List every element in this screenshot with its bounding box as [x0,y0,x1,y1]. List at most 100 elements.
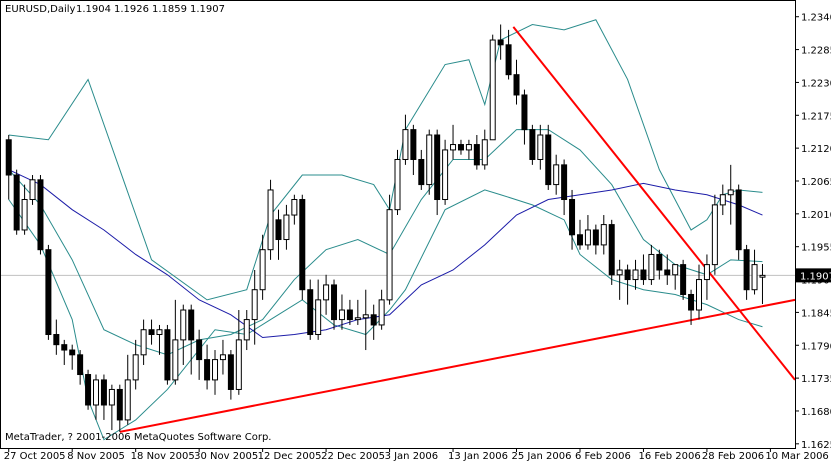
candle-body [513,74,520,96]
x-tick-label: 30 Nov 2005 [194,451,258,461]
candle-body [442,149,449,201]
candle-body [688,293,695,311]
candle-body [212,359,219,381]
header-close: 1.1907 [190,4,225,15]
candle-body [450,144,457,151]
candle-body [394,158,401,211]
candle-body [529,129,536,160]
candle-body [172,339,179,381]
candle-body [616,269,623,276]
candle-body [85,374,92,406]
overlay-line [8,19,763,301]
candle-body [759,274,766,278]
candle-body [592,229,599,246]
candle-body [751,264,758,291]
candle-body [664,269,671,276]
candle-body [410,129,417,160]
candle-body [219,354,226,361]
candle-body [259,249,266,291]
candle-body [370,314,377,326]
candle-body [680,264,687,295]
candle-body [93,379,100,406]
candle-body [283,214,290,241]
y-tick-label: 1.2285 [801,46,831,57]
candle-body [196,339,203,361]
candle-body [632,269,639,281]
candle-body [584,229,591,246]
candle-body [299,199,306,291]
header-low: 1.1859 [152,4,187,15]
candle-body [307,289,314,336]
candle-body [727,189,734,196]
x-tick-label: 12 Dec 2005 [258,451,322,461]
candle-body [457,144,464,151]
x-tick-label: 25 Jan 2006 [512,451,572,461]
candle-body [648,253,655,281]
x-tick-label: 27 Oct 2005 [4,451,66,461]
candle-body [711,204,718,266]
candle-body [537,134,544,160]
candle-body [69,349,76,356]
candle-body [640,269,647,281]
candle-body [434,134,441,201]
candle-body [521,94,528,131]
candle-body [735,189,742,251]
candle-body [45,249,52,336]
candle-body [243,319,250,341]
candle-body [600,224,607,246]
price-label: 1.1907 [800,271,831,282]
candle-body [481,139,488,166]
candle-body [719,194,726,206]
candle-body [13,174,20,231]
candle-body [576,234,583,246]
x-tick-label: 13 Jan 2006 [448,451,508,461]
y-tick-label: 1.2230 [801,78,831,89]
candle-body [703,264,710,281]
x-tick-label: 6 Feb 2006 [575,451,631,461]
candle-body [267,189,274,251]
candle-body [37,179,44,251]
x-tick-label: 16 Feb 2006 [638,451,700,461]
candle-body [545,134,552,186]
candle-body [180,309,187,341]
candle-body [656,253,663,271]
candle-body [21,199,28,231]
candle-body [315,299,322,336]
candle-body [251,289,258,321]
candle-body [235,339,242,390]
candle-body [5,139,12,176]
y-tick-label: 1.1955 [801,243,831,254]
candle-body [116,388,123,421]
plot-frame [0,0,796,449]
candle-body [497,39,504,46]
candle-body [426,134,433,186]
y-tick-label: 1.2340 [801,13,831,24]
y-tick-label: 1.2175 [801,111,831,122]
header-open: 1.1904 [76,4,111,15]
candle-body [608,224,615,276]
x-tick-label: 3 Jan 2006 [385,451,439,461]
candle-body [569,199,576,236]
y-tick-label: 1.2065 [801,177,831,188]
y-tick-label: 1.2010 [801,210,831,221]
candle-body [561,164,568,201]
candle-body [743,249,750,291]
candle-body [624,269,631,281]
candle-body [164,329,171,381]
candle-body [354,317,361,321]
candle-body [695,279,702,311]
candle-body [204,359,211,381]
footer: MetaTrader, ? 2001-2006 MetaQuotes Softw… [5,432,271,443]
candle-body [505,44,512,76]
candle-body [672,264,679,276]
overlay-line [512,26,796,381]
candle-body [53,334,60,346]
price-label-box [796,268,831,283]
candle-body [108,388,115,406]
y-tick-label: 1.1680 [801,407,831,418]
candle-body [100,379,107,406]
candle-body [386,209,393,301]
candle-body [323,284,330,301]
